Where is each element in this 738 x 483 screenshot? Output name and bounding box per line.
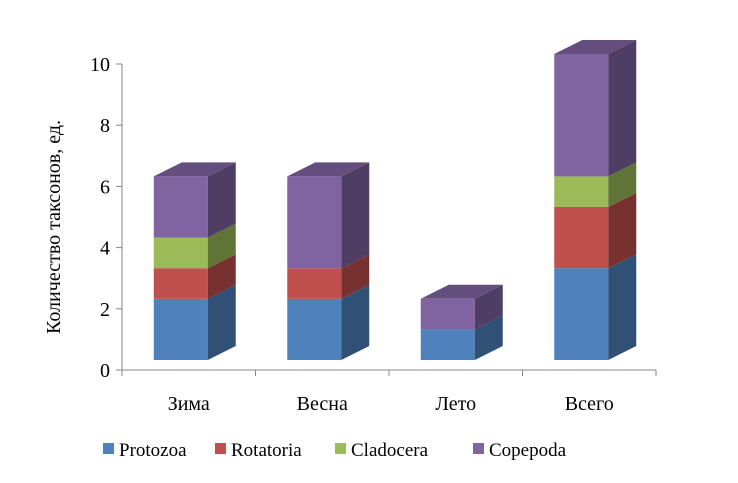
category-label: Лето (435, 393, 476, 415)
bar-segment-rotatoria (287, 254, 370, 299)
bar-top (420, 284, 503, 299)
bar-side (474, 284, 503, 330)
bar-front (153, 176, 208, 238)
y-tick-label: 8 (100, 115, 110, 137)
bar-front (153, 237, 208, 269)
bar-side (608, 193, 637, 269)
bar-side (608, 254, 637, 360)
bars (153, 40, 637, 360)
legend-label: Protozoa (119, 440, 187, 461)
bar-front (153, 268, 208, 299)
legend-label: Rotatoria (231, 440, 302, 461)
bar-segment-copepoda (420, 284, 503, 330)
bar-front (420, 298, 475, 330)
y-tick-label: 10 (90, 54, 110, 76)
y-tick-label: 6 (100, 176, 110, 198)
bar-side (474, 315, 503, 360)
bar-top (287, 162, 370, 177)
bar-side (207, 284, 236, 360)
category-label: Всего (565, 393, 614, 415)
bar-segment-cladocera (554, 162, 637, 207)
legend-swatch (103, 443, 114, 454)
legend-item-rotatoria: Rotatoria (215, 440, 302, 461)
bar-side (608, 40, 637, 177)
bar-segment-protozoa (420, 315, 503, 360)
bar-front (554, 268, 609, 360)
category-label: Весна (297, 393, 348, 415)
bar-segment-rotatoria (554, 193, 637, 269)
bar-side (608, 162, 637, 207)
bar-segment-copepoda (554, 40, 637, 177)
bar-top (554, 40, 637, 54)
legend-item-copepoda: Copepoda (473, 440, 567, 461)
legend-item-cladocera: Cladocera (335, 440, 429, 461)
bar-front (287, 298, 342, 360)
axes (116, 63, 657, 376)
bar-front (554, 207, 609, 269)
category-label: Зима (168, 393, 210, 415)
y-tick-label: 0 (100, 360, 110, 382)
bar-front (554, 54, 609, 177)
y-tick-label: 2 (100, 299, 110, 321)
bar-front (287, 176, 342, 269)
bar-front (287, 268, 342, 299)
bar-front (153, 298, 208, 360)
bar-segment-copepoda (287, 162, 370, 269)
legend-label: Cladocera (351, 440, 429, 461)
legend-item-protozoa: Protozoa (103, 440, 187, 461)
bar-front (420, 329, 475, 360)
bar-segment-rotatoria (153, 254, 236, 299)
bar-side (207, 254, 236, 299)
legend-swatch (335, 443, 346, 454)
bar-side (341, 284, 370, 360)
bar-side (207, 162, 236, 238)
bar-segment-copepoda (153, 162, 236, 238)
legend: Protozoa Rotatoria Cladocera Copepoda (103, 440, 567, 461)
labels: 0 2 4 6 8 10 Зима Весна Лето Всего Количество такс… (43, 54, 614, 415)
legend-label: Copepoda (489, 440, 567, 461)
bar-segment-protozoa (287, 284, 370, 360)
bar-top (153, 162, 236, 177)
y-axis-title: Количество таксонов, ед. (43, 120, 65, 334)
bar-front (554, 176, 609, 207)
y-tick-label: 4 (100, 238, 110, 260)
bar-side (341, 254, 370, 299)
bar-side (341, 162, 370, 269)
legend-swatch (215, 443, 226, 454)
bar-segment-protozoa (554, 254, 637, 360)
bar-segment-protozoa (153, 284, 236, 360)
legend-swatch (473, 443, 484, 454)
bar-side (207, 223, 236, 269)
bar-segment-cladocera (153, 223, 236, 269)
